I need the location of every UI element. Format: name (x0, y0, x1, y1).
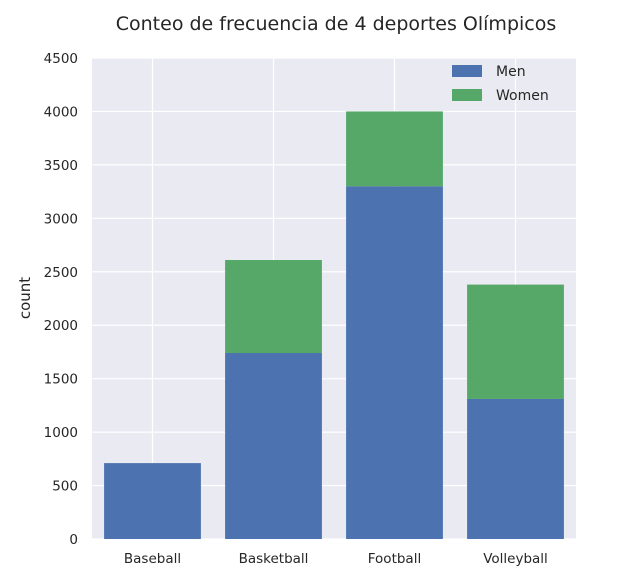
y-tick-label: 4500 (44, 51, 78, 67)
chart-title: Conteo de frecuencia de 4 deportes Olímp… (116, 13, 557, 35)
y-tick-label: 0 (69, 532, 78, 548)
y-tick-label: 2500 (44, 265, 78, 281)
x-tick-label: Volleyball (483, 551, 548, 567)
legend-label-men: Men (496, 64, 526, 80)
x-tick-label: Basketball (239, 551, 309, 567)
legend: Men Women (452, 64, 549, 104)
legend-swatch-women (452, 89, 482, 101)
bar-women-basketball (225, 260, 322, 354)
bar-men-baseball (104, 463, 201, 539)
y-axis-label: count (16, 277, 34, 319)
bars (104, 111, 564, 539)
legend-swatch-men (452, 65, 482, 77)
bar-men-basketball (225, 353, 322, 539)
y-tick-label: 1500 (44, 372, 78, 388)
bar-men-volleyball (467, 398, 564, 539)
legend-label-women: Women (496, 88, 549, 104)
y-tick-label: 4000 (44, 104, 78, 120)
y-tick-label: 3500 (44, 158, 78, 174)
y-tick-label: 1000 (44, 425, 78, 441)
y-tick-label: 2000 (44, 318, 78, 334)
x-tick-label: Football (368, 551, 421, 567)
x-tick-labels: Baseball Basketball Football Volleyball (124, 551, 548, 567)
y-tick-labels: 0 500 1000 1500 2000 2500 3000 3500 4000 4500 (44, 51, 78, 548)
y-tick-label: 500 (52, 479, 78, 495)
bar-women-football (346, 111, 443, 187)
bar-men-football (346, 186, 443, 539)
bar-women-volleyball (467, 284, 564, 399)
y-tick-label: 3000 (44, 211, 78, 227)
x-tick-label: Baseball (124, 551, 181, 567)
